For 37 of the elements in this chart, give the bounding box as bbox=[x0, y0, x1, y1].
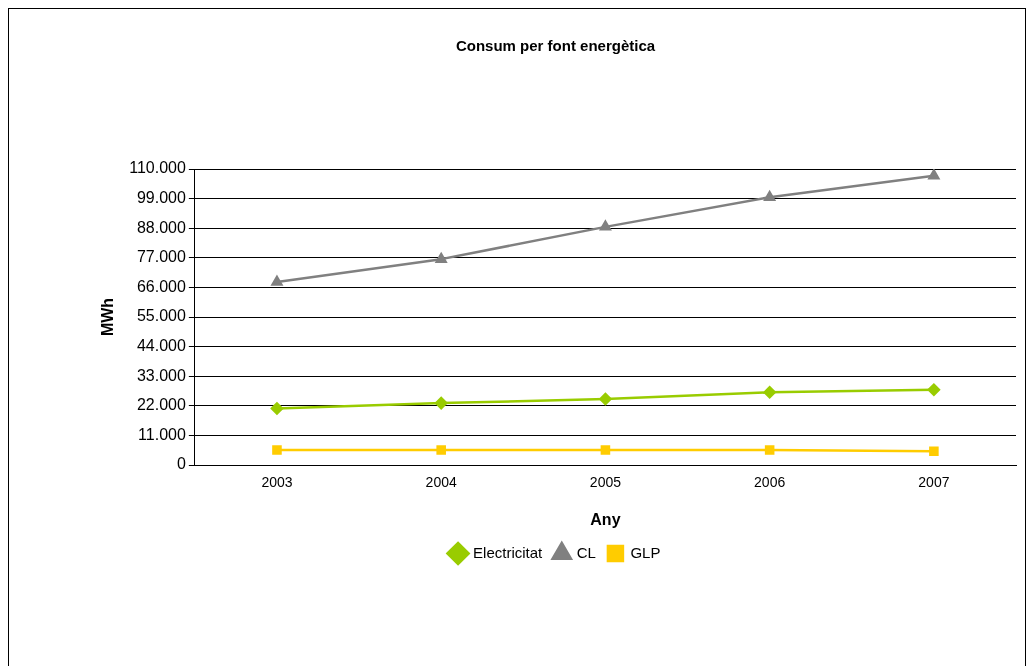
y-tick-label: 55.000 bbox=[136, 307, 186, 325]
x-tick-label: 2003 bbox=[261, 474, 293, 491]
legend-label: Electricitat bbox=[473, 543, 544, 561]
y-tick-label: 99.000 bbox=[136, 189, 186, 207]
y-tick-label: 77.000 bbox=[136, 248, 186, 266]
point bbox=[599, 392, 612, 406]
chart-title: Consum per font energètica bbox=[455, 37, 656, 55]
point bbox=[434, 396, 448, 410]
y-tick-label: 33.000 bbox=[136, 366, 186, 384]
point bbox=[764, 445, 775, 455]
y-tick-label: 44.000 bbox=[136, 337, 186, 355]
x-tick-label: 2006 bbox=[754, 474, 786, 491]
x-axis-title: Any bbox=[590, 510, 621, 528]
point bbox=[270, 402, 284, 415]
point bbox=[600, 445, 611, 455]
y-tick-label: 0 bbox=[176, 455, 186, 473]
point bbox=[764, 191, 776, 202]
point bbox=[436, 445, 446, 455]
y-tick-label: 11.000 bbox=[138, 425, 186, 443]
legend-label: CL bbox=[576, 543, 596, 561]
point bbox=[928, 169, 940, 180]
y-tick-label: 22.000 bbox=[136, 396, 186, 414]
point bbox=[271, 275, 283, 286]
point bbox=[763, 386, 776, 399]
point bbox=[272, 445, 282, 455]
point bbox=[599, 220, 611, 231]
y-axis-title: MWh bbox=[99, 297, 117, 337]
x-tick-label: 2007 bbox=[918, 474, 950, 491]
point bbox=[435, 252, 447, 263]
y-tick-label: 66.000 bbox=[136, 277, 186, 295]
x-tick-label: 2004 bbox=[425, 474, 457, 491]
point bbox=[929, 446, 939, 457]
y-tick-label: 110.000 bbox=[129, 159, 186, 177]
y-tick-label: 88.000 bbox=[136, 218, 186, 236]
legend-label: GLP bbox=[630, 543, 661, 561]
point bbox=[927, 383, 941, 396]
x-tick-label: 2005 bbox=[589, 474, 622, 491]
